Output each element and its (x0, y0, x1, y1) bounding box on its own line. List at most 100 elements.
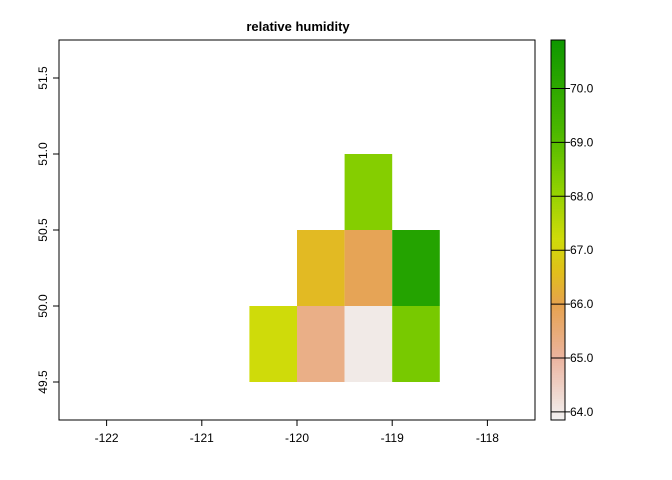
legend-gradient-step (551, 284, 565, 288)
legend-gradient-step (551, 106, 565, 110)
legend-gradient-step (551, 386, 565, 390)
legend-gradient-step (551, 310, 565, 314)
legend-gradient-step (551, 208, 565, 212)
heatmap-cell-0 (249, 306, 297, 382)
legend-gradient-step (551, 89, 565, 93)
legend-gradient-step (551, 312, 565, 316)
legend-gradient-step (551, 134, 565, 138)
legend-gradient-step (551, 179, 565, 183)
x-tick-label: -120 (285, 431, 309, 445)
legend-gradient-step (551, 42, 565, 46)
legend-gradient-step (551, 144, 565, 148)
legend-gradient-step (551, 298, 565, 302)
legend-gradient-step (551, 84, 565, 88)
legend-gradient-step (551, 184, 565, 188)
legend-gradient-step (551, 198, 565, 202)
heatmap-cell-2 (344, 306, 393, 382)
legend-tick-label: 69.0 (570, 135, 594, 149)
legend-gradient-step (551, 289, 565, 293)
legend-tick-label: 70.0 (570, 82, 594, 96)
legend-tick-label: 64.0 (570, 405, 594, 419)
legend-gradient-step (551, 65, 565, 69)
legend-gradient-step (551, 305, 565, 309)
legend-gradient-step (551, 170, 565, 174)
legend-gradient-step (551, 376, 565, 380)
y-tick-label: 49.5 (36, 370, 50, 394)
legend-gradient-step (551, 108, 565, 112)
legend-gradient-step (551, 186, 565, 190)
legend-gradient-step (551, 324, 565, 328)
y-tick-label: 51.0 (36, 142, 50, 166)
legend-gradient-step (551, 384, 565, 388)
legend-gradient-step (551, 182, 565, 186)
legend-gradient-step (551, 91, 565, 95)
y-tick-label: 50.0 (36, 294, 50, 318)
legend-gradient-step (551, 70, 565, 74)
legend-gradient-step (551, 336, 565, 340)
legend-gradient-step (551, 156, 565, 160)
legend-gradient-step (551, 139, 565, 143)
legend-gradient-step (551, 99, 565, 103)
legend-gradient-step (551, 362, 565, 366)
legend-gradient-step (551, 315, 565, 319)
x-tick-label: -122 (95, 431, 119, 445)
legend-gradient-step (551, 122, 565, 126)
legend-gradient-step (551, 151, 565, 155)
legend-gradient-step (551, 141, 565, 145)
legend-gradient-step (551, 308, 565, 312)
legend-gradient-step (551, 255, 565, 259)
legend-gradient-step (551, 39, 565, 43)
legend-gradient-step (551, 158, 565, 162)
legend-gradient-step (551, 115, 565, 119)
legend-gradient-step (551, 215, 565, 219)
legend-gradient-step (551, 374, 565, 378)
legend-gradient-step (551, 379, 565, 383)
legend-gradient-step (551, 94, 565, 98)
legend-gradient-step (551, 341, 565, 345)
legend-gradient-step (551, 319, 565, 323)
legend-tick-label: 66.0 (570, 297, 594, 311)
legend-gradient-step (551, 75, 565, 79)
legend-gradient-step (551, 194, 565, 198)
legend-gradient-step (551, 61, 565, 65)
legend-gradient-step (551, 355, 565, 359)
x-tick-label: -118 (476, 431, 499, 445)
heatmap-cell-3 (392, 306, 440, 382)
legend-frame (550, 39, 566, 421)
legend-gradient-step (551, 357, 565, 361)
legend-gradient-step (551, 80, 565, 84)
legend-gradient-step (551, 120, 565, 124)
legend-gradient-step (551, 338, 565, 342)
legend-gradient-step (551, 267, 565, 271)
legend-gradient-step (551, 327, 565, 331)
legend-gradient-step (551, 125, 565, 129)
legend-gradient-step (551, 407, 565, 411)
legend-gradient-step (551, 398, 565, 402)
heatmap-cell-7 (344, 154, 393, 230)
legend-tick-label: 67.0 (570, 243, 594, 257)
legend-gradient-step (551, 227, 565, 231)
legend-gradient-step (551, 346, 565, 350)
legend-gradient-step (551, 281, 565, 285)
legend-gradient-step (551, 68, 565, 72)
legend-gradient-step (551, 165, 565, 169)
legend-gradient-step (551, 343, 565, 347)
legend-gradient-step (551, 118, 565, 122)
legend-gradient-step (551, 191, 565, 195)
legend-gradient-step (551, 58, 565, 62)
legend-gradient-step (551, 132, 565, 136)
legend-gradient-step (551, 265, 565, 269)
legend-gradient-step (551, 243, 565, 247)
y-tick-label: 51.5 (36, 66, 50, 90)
legend-gradient-step (551, 44, 565, 48)
legend-tick-label: 68.0 (570, 189, 594, 203)
y-axis: 49.5 50.0 50.5 51.0 51.5 (36, 66, 59, 394)
legend-gradient-step (551, 246, 565, 250)
legend-gradient-step (551, 251, 565, 255)
legend-gradient-step (551, 77, 565, 81)
legend-gradient-step (551, 148, 565, 152)
legend-tick-label: 65.0 (570, 351, 594, 365)
legend-gradient-step (551, 96, 565, 100)
legend-gradient-step (551, 317, 565, 321)
legend-gradient-step (551, 262, 565, 266)
